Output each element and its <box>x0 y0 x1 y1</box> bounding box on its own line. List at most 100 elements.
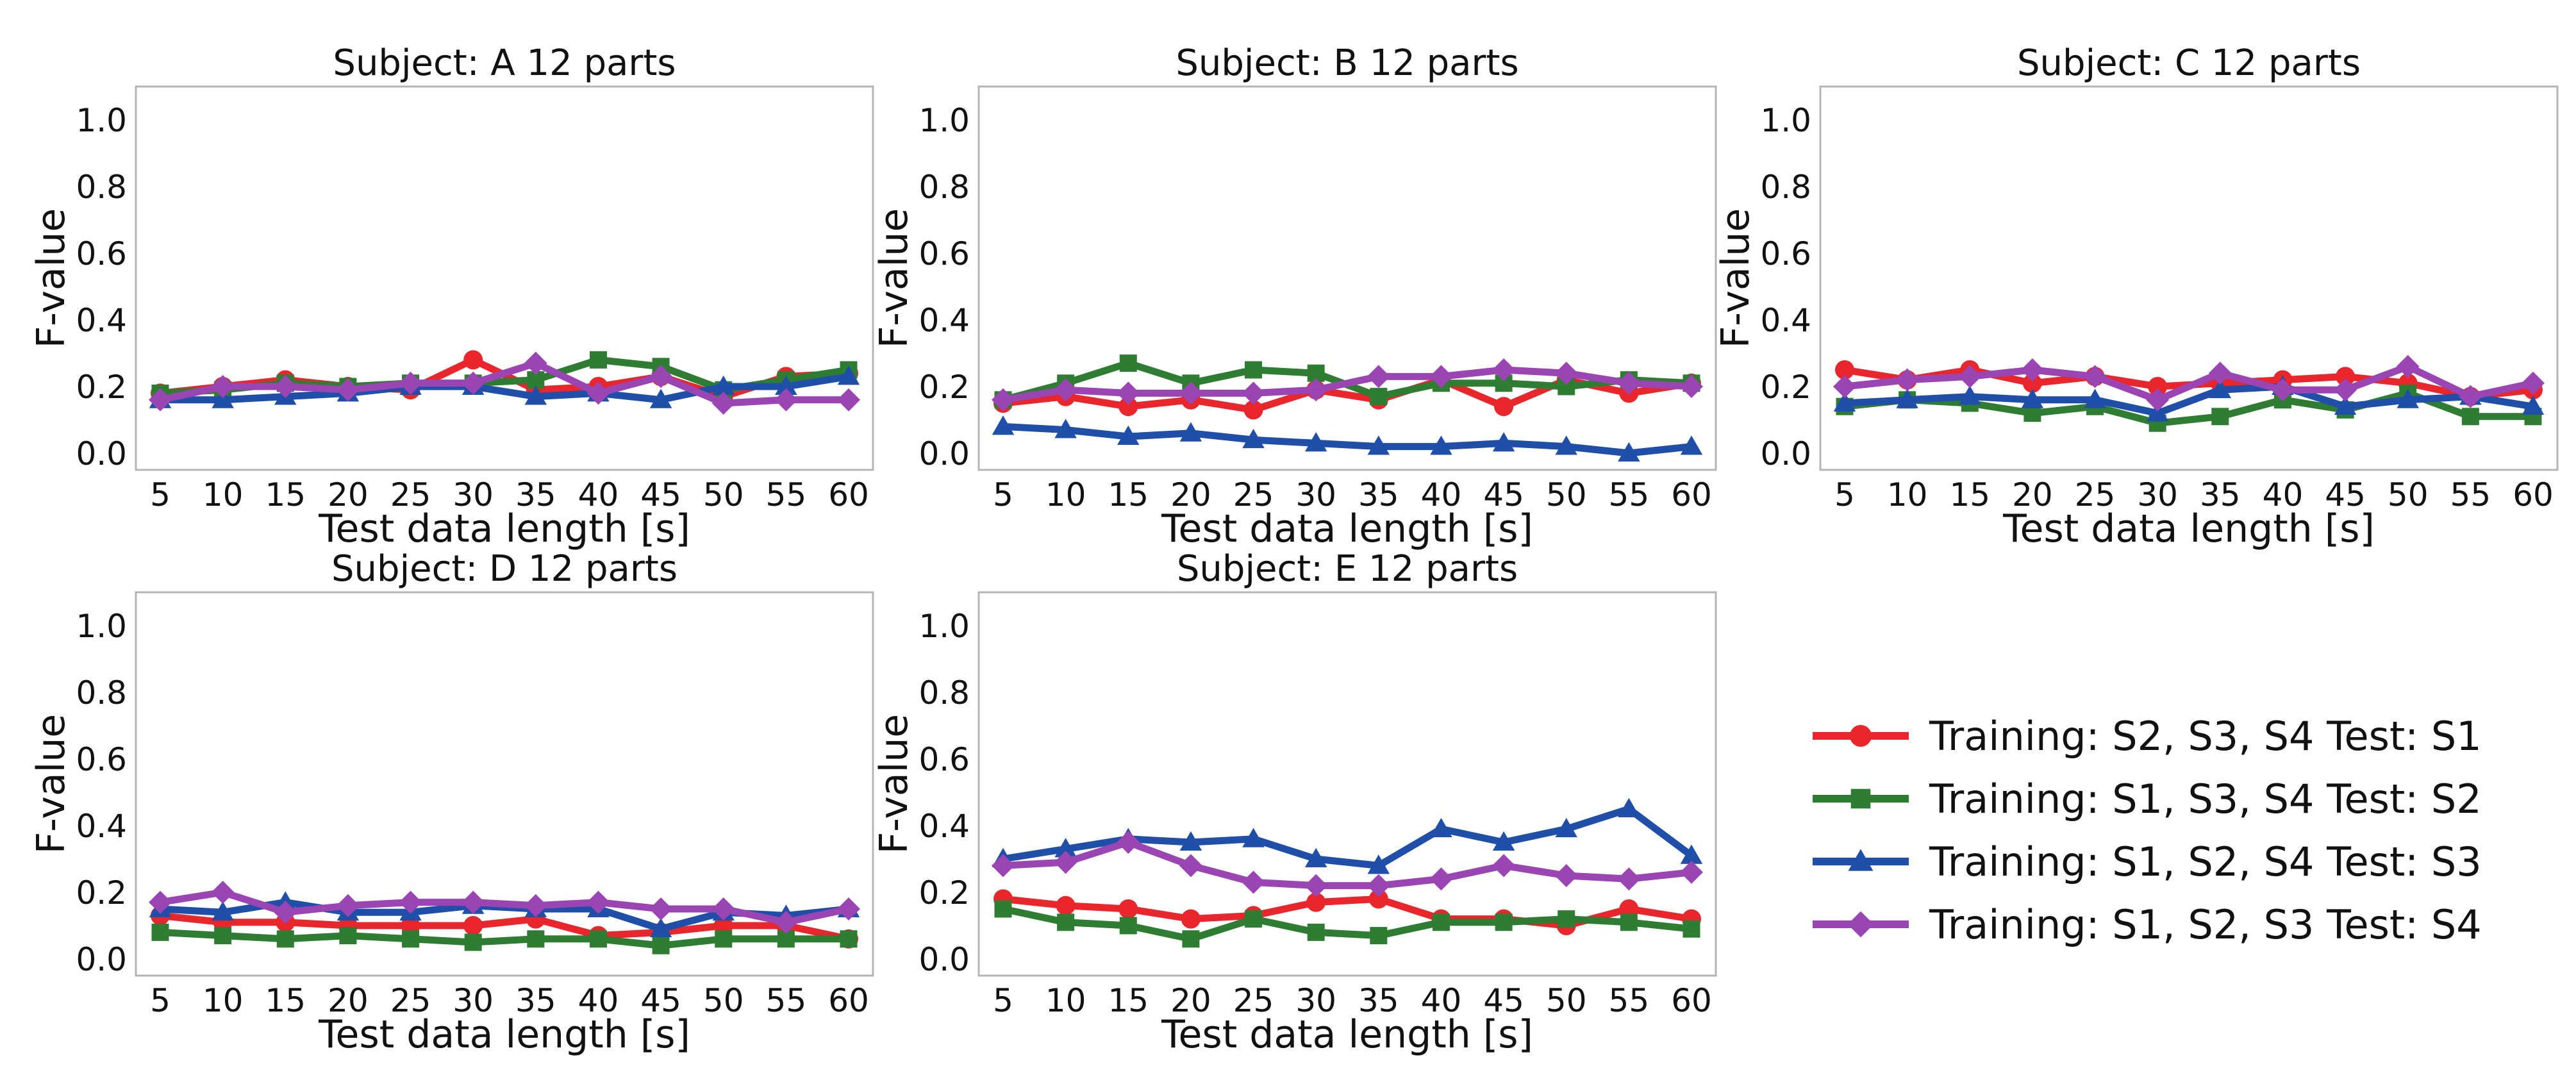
legend-entry-2: Training: S1, S3, S4 Test: S2 <box>1813 776 2482 822</box>
data-point <box>1304 874 1328 897</box>
y-tick-label: 0.8 <box>76 674 127 712</box>
data-point <box>1835 360 1854 379</box>
data-point <box>1367 435 1390 455</box>
data-point <box>649 388 672 408</box>
x-tick-label: 35 <box>1358 476 1399 513</box>
x-tick-label: 45 <box>2325 476 2366 513</box>
x-tick-label: 5 <box>150 982 170 1019</box>
data-point <box>1895 368 1919 392</box>
y-tick-label: 0.4 <box>918 302 970 339</box>
y-tick-label: 0.6 <box>918 235 970 272</box>
series-line <box>1841 383 2537 417</box>
data-point <box>1242 428 1265 449</box>
data-point <box>463 916 483 935</box>
x-tick-label: 40 <box>2263 476 2304 513</box>
x-tick-label: 25 <box>390 982 431 1019</box>
x-tick-label: 35 <box>515 982 556 1019</box>
y-tick-label: 1.0 <box>918 102 970 139</box>
data-point <box>1242 828 1265 847</box>
x-tick-label: 25 <box>2075 476 2116 513</box>
y-tick-label: 1.0 <box>76 102 127 139</box>
series-s4 <box>149 351 860 415</box>
y-tick-label: 0.8 <box>918 674 970 712</box>
y-tick-label: 0.4 <box>918 808 970 845</box>
y-tick-label: 0.2 <box>76 369 127 406</box>
x-tick-label: 60 <box>1671 476 1712 513</box>
data-point <box>1683 920 1700 938</box>
y-tick-label: 0.0 <box>918 435 970 472</box>
data-point <box>214 927 232 945</box>
data-point <box>211 881 235 904</box>
data-point <box>402 930 420 948</box>
chart-panel-3: Subject: C 12 parts 0.0 0.2 0.4 0.6 0.8 1.0 5 10… <box>1713 42 2559 551</box>
data-point <box>994 900 1012 918</box>
data-point <box>1896 388 1918 408</box>
data-point <box>1307 923 1325 941</box>
data-point <box>2334 378 2357 402</box>
data-point <box>339 927 357 945</box>
y-tick-label: 0.6 <box>76 235 127 272</box>
panels: Subject: A 12 parts 0.0 0.2 0.4 0.6 0.8 1.0 5 10… <box>29 42 2559 1057</box>
data-point <box>1245 910 1263 928</box>
x-tick-label: 35 <box>2200 476 2241 513</box>
x-tick-label: 60 <box>2513 476 2554 513</box>
data-point <box>1367 365 1390 388</box>
y-axis-label: F-value <box>872 714 917 854</box>
data-point <box>2209 378 2232 399</box>
x-tick-label: 25 <box>390 476 431 513</box>
data-point <box>399 890 422 914</box>
data-point <box>837 388 860 412</box>
series-line <box>999 905 1695 943</box>
x-tick-label: 5 <box>1834 476 1855 513</box>
data-point <box>1119 917 1137 935</box>
data-point <box>2211 408 2229 426</box>
data-point <box>2336 367 2356 387</box>
data-point <box>2334 395 2357 415</box>
x-tick-label: 50 <box>1546 476 1587 513</box>
x-tick-label: 30 <box>453 476 494 513</box>
x-tick-label: 45 <box>1483 982 1524 1019</box>
data-point <box>461 371 485 395</box>
plot-frame <box>977 85 1717 471</box>
data-point <box>774 910 798 934</box>
y-tick-label: 0.0 <box>918 941 970 978</box>
data-point <box>1182 930 1200 948</box>
data-point <box>2271 378 2295 402</box>
y-tick-label: 1.0 <box>918 608 970 645</box>
data-point <box>649 917 672 938</box>
data-point <box>840 930 858 948</box>
y-tick-label: 0.8 <box>918 169 970 206</box>
series-line <box>999 805 1695 869</box>
data-point <box>1117 381 1140 405</box>
data-point <box>524 351 547 375</box>
y-tick-label: 1.0 <box>76 608 127 645</box>
x-tick-label: 10 <box>203 476 244 513</box>
data-point <box>211 375 235 398</box>
data-point <box>1304 847 1327 867</box>
series-s2 <box>994 900 1700 948</box>
data-point <box>2396 354 2420 378</box>
data-point <box>2022 373 2042 393</box>
plot-frame <box>977 591 1717 977</box>
x-tick-label: 60 <box>828 476 869 513</box>
data-point <box>649 365 673 388</box>
data-point <box>2522 395 2545 415</box>
series-line <box>156 888 852 926</box>
x-tick-label: 45 <box>640 982 681 1019</box>
data-point <box>1117 425 1140 445</box>
x-tick-label: 20 <box>2012 476 2053 513</box>
data-point <box>1304 432 1327 452</box>
series-line <box>156 928 852 949</box>
plot-frame <box>135 85 874 471</box>
x-tick-label: 10 <box>1045 476 1086 513</box>
data-point <box>1492 854 1516 878</box>
data-point <box>1242 870 1265 894</box>
data-point <box>837 365 860 385</box>
y-tick-label: 0.2 <box>76 874 127 912</box>
legend-label: Training: S2, S3, S4 Test: S1 <box>1929 713 2482 760</box>
x-tick-label: 55 <box>766 982 807 1019</box>
data-point <box>712 375 735 395</box>
x-tick-label: 55 <box>2450 476 2491 513</box>
x-tick-label: 20 <box>328 982 369 1019</box>
